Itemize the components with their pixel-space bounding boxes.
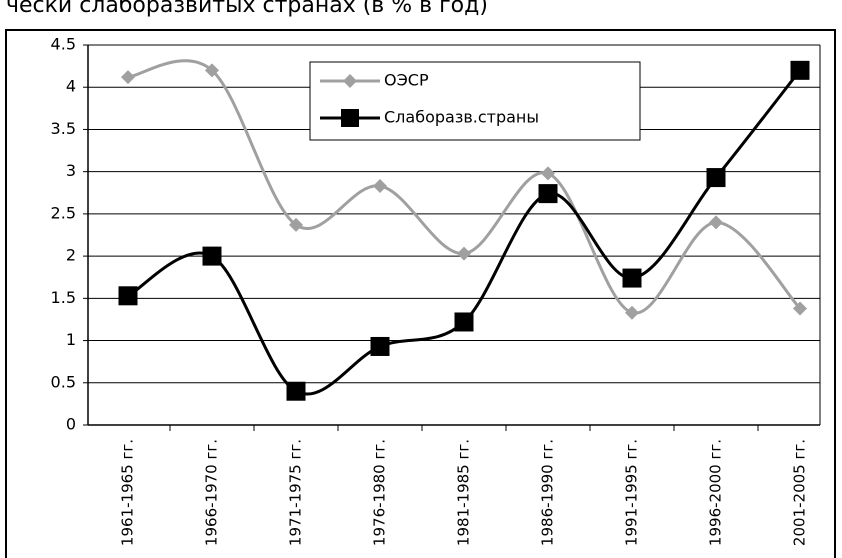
x-tick-label: 2001-2005 гг.: [791, 439, 809, 546]
marker: [286, 381, 306, 401]
marker: [289, 217, 303, 232]
legend: ОЭСР Слаборазв.страны: [309, 61, 641, 141]
marker: [121, 70, 135, 85]
x-tick-label: 1971-1975 гг.: [287, 439, 305, 546]
y-tick-label: 1: [66, 330, 76, 349]
x-tick-label: 1961-1965 гг.: [119, 439, 137, 546]
y-tick-label: 0: [66, 415, 76, 434]
marker: [706, 168, 726, 188]
y-tick-label: 1.5: [51, 288, 76, 307]
y-tick-label: 4: [66, 77, 76, 96]
marker: [457, 246, 471, 261]
marker: [205, 63, 219, 78]
marker: [343, 74, 357, 88]
x-tick-label: 1976-1980 гг.: [371, 439, 389, 546]
marker: [454, 312, 474, 332]
legend-box: [309, 61, 641, 141]
marker: [622, 268, 642, 288]
legend-label: Слаборазв.страны: [384, 108, 539, 127]
legend-label: ОЭСР: [384, 71, 429, 90]
y-tick-label: 2.5: [51, 203, 76, 222]
y-tick-label: 3.5: [51, 119, 76, 138]
marker: [709, 215, 723, 230]
marker: [202, 246, 222, 266]
x-tick-label: 1996-2000 гг.: [707, 439, 725, 546]
marker: [373, 179, 387, 194]
x-tick-label: 1966-1970 гг.: [203, 439, 221, 546]
y-tick-label: 0.5: [51, 372, 76, 391]
x-tick-label: 1986-1990 гг.: [539, 439, 557, 546]
y-tick-label: 4.5: [51, 35, 76, 54]
x-tick-label: 1991-1995 гг.: [623, 439, 641, 546]
y-tick-label: 3: [66, 161, 76, 180]
marker: [538, 184, 558, 204]
marker: [541, 166, 555, 181]
marker: [118, 286, 138, 306]
marker: [341, 109, 359, 127]
marker: [370, 336, 390, 356]
x-tick-label: 1981-1985 гг.: [455, 439, 473, 546]
y-tick-label: 2: [66, 246, 76, 265]
marker: [790, 60, 810, 80]
chart-title: чески слаборазвитых странах (в % в год): [6, 0, 488, 18]
marker: [625, 305, 639, 320]
marker: [793, 301, 807, 316]
